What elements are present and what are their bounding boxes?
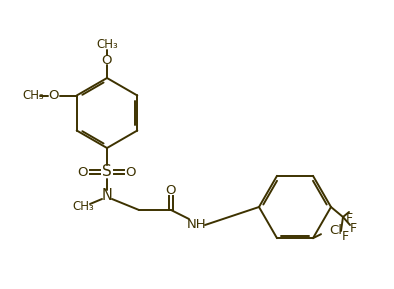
Text: F: F xyxy=(349,223,357,236)
Text: F: F xyxy=(346,212,353,225)
Text: S: S xyxy=(102,164,112,179)
Text: N: N xyxy=(102,188,112,203)
Text: F: F xyxy=(342,231,349,244)
Text: O: O xyxy=(126,166,136,179)
Text: O: O xyxy=(78,166,88,179)
Text: O: O xyxy=(102,53,112,66)
Text: CH₃: CH₃ xyxy=(72,199,94,212)
Text: O: O xyxy=(166,184,176,197)
Text: O: O xyxy=(48,89,59,102)
Text: NH: NH xyxy=(187,218,207,231)
Text: CH₃: CH₃ xyxy=(96,38,118,51)
Text: CH₃: CH₃ xyxy=(23,89,45,102)
Text: Cl: Cl xyxy=(329,224,342,237)
